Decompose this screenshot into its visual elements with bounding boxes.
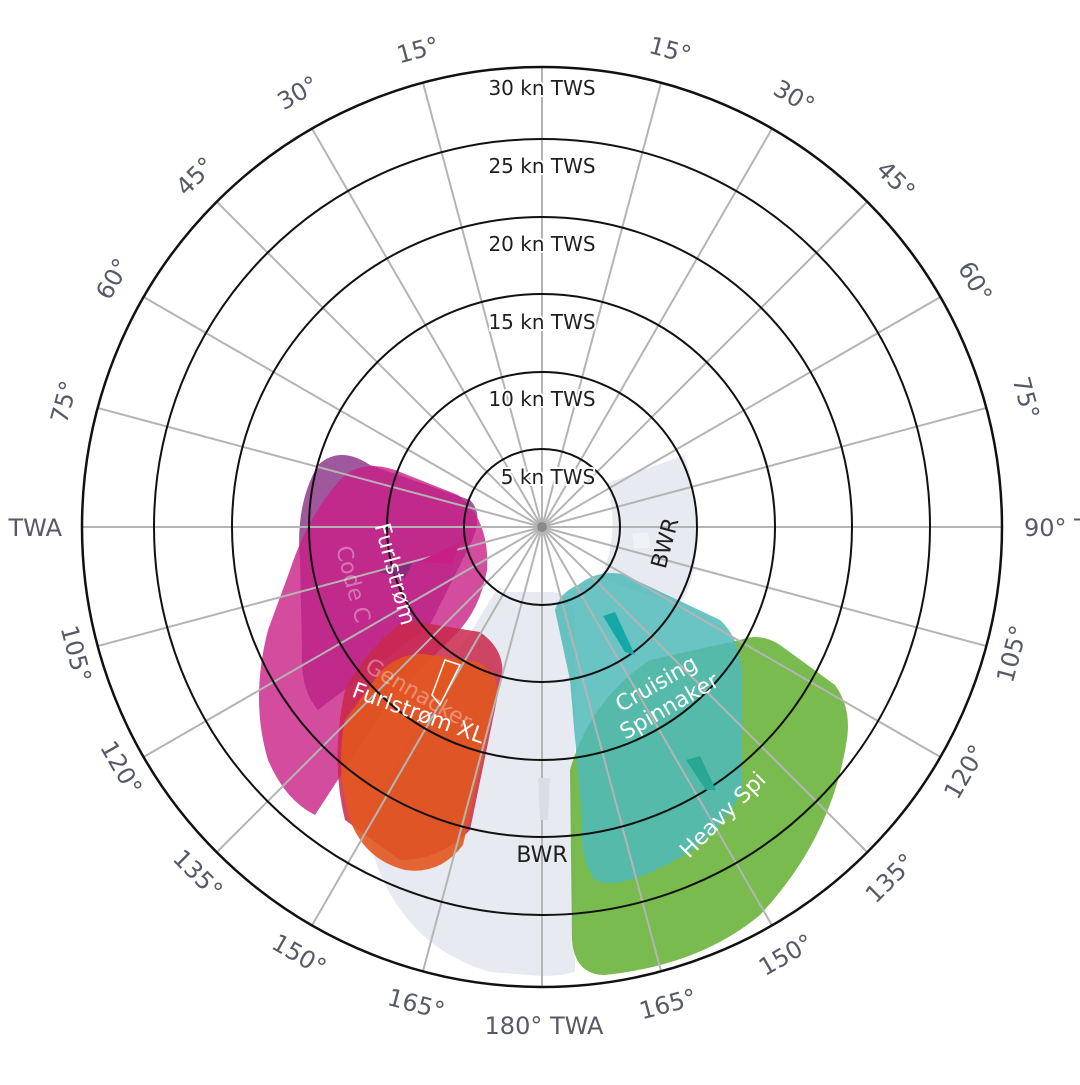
angle-label: 15° [646, 31, 694, 69]
ring-labels: 5 kn TWS 10 kn TWS 15 kn TWS 20 kn TWS 2… [486, 74, 597, 491]
angle-spokes [82, 67, 1002, 987]
angle-spoke [421, 82, 543, 528]
angle-spoke [143, 296, 543, 528]
angle-label: 150° [754, 928, 818, 981]
boat-glyphs [378, 532, 716, 820]
angle-spoke [541, 526, 941, 758]
angle-label: 165° [636, 983, 699, 1025]
twa-labels: 0° TWA 90° TWA 180° TWA [0, 514, 1080, 1040]
angle-label: 60° [90, 254, 136, 305]
ring-label-5: 5 kn TWS [501, 465, 595, 489]
angle-spoke [541, 526, 987, 648]
angle-spoke [311, 128, 543, 528]
tws-rings [80, 65, 1004, 989]
angle-spoke [97, 406, 543, 528]
angle-label: 75° [45, 378, 83, 426]
angle-label: 120° [94, 736, 147, 800]
angle-label: 30° [273, 70, 324, 116]
angle-spoke [216, 201, 543, 528]
angle-label: 165° [385, 983, 448, 1025]
hub [537, 522, 547, 532]
tws-ring [80, 65, 1004, 989]
twa-label-180: 180° TWA [485, 1012, 605, 1040]
angle-spoke [216, 526, 543, 853]
ring-label-30: 30 kn TWS [488, 76, 595, 100]
boat-icon [431, 659, 462, 707]
ring-label-20: 20 kn TWS [488, 232, 595, 256]
tws-ring [231, 216, 853, 838]
angle-label: 45° [871, 155, 921, 205]
ring-label-10: 10 kn TWS [488, 387, 595, 411]
zone-furlstrom-xl [341, 654, 498, 871]
boat-icon [418, 542, 460, 564]
angle-spoke [541, 406, 987, 528]
twa-label-0: 0° TWA [0, 514, 63, 542]
angle-label: 105° [55, 622, 97, 685]
angle-spoke [541, 296, 941, 528]
zone-label-bwr-lower: BWR [516, 843, 567, 868]
boat-icon [603, 612, 635, 655]
boat-icon [538, 778, 550, 820]
boat-icon [686, 756, 716, 790]
boat-icon [632, 532, 650, 548]
angle-label: 150° [267, 928, 331, 981]
angle-label: 15° [394, 31, 442, 69]
angle-label: 60° [952, 257, 998, 308]
angle-label: 75° [1007, 374, 1045, 422]
angle-label: 135° [860, 848, 921, 909]
angle-label: 120° [938, 740, 991, 804]
zone-furlstrom [259, 466, 488, 815]
angle-spoke [541, 526, 868, 853]
angle-spoke [541, 82, 663, 528]
angle-spoke [311, 526, 543, 926]
angle-spoke [541, 201, 868, 528]
angle-spoke [97, 526, 543, 648]
angle-spoke [541, 526, 663, 972]
ring-label-15: 15 kn TWS [488, 310, 595, 334]
zone-cruising-spinnaker [555, 572, 742, 884]
angle-label: 30° [769, 74, 820, 120]
angle-label: 105° [991, 622, 1033, 685]
ring-label-25: 25 kn TWS [488, 154, 595, 178]
tws-ring [153, 138, 931, 916]
angle-spoke [143, 526, 543, 758]
twa-label-90: 90° TWA [1024, 514, 1080, 542]
angle-spoke [421, 526, 543, 972]
angle-spoke [541, 128, 773, 528]
tws-ring [308, 293, 776, 761]
boat-icon [378, 563, 412, 578]
tws-ring [386, 371, 698, 683]
angle-label: 45° [170, 151, 220, 201]
tws-ring [463, 448, 621, 606]
angle-spoke [541, 526, 773, 926]
